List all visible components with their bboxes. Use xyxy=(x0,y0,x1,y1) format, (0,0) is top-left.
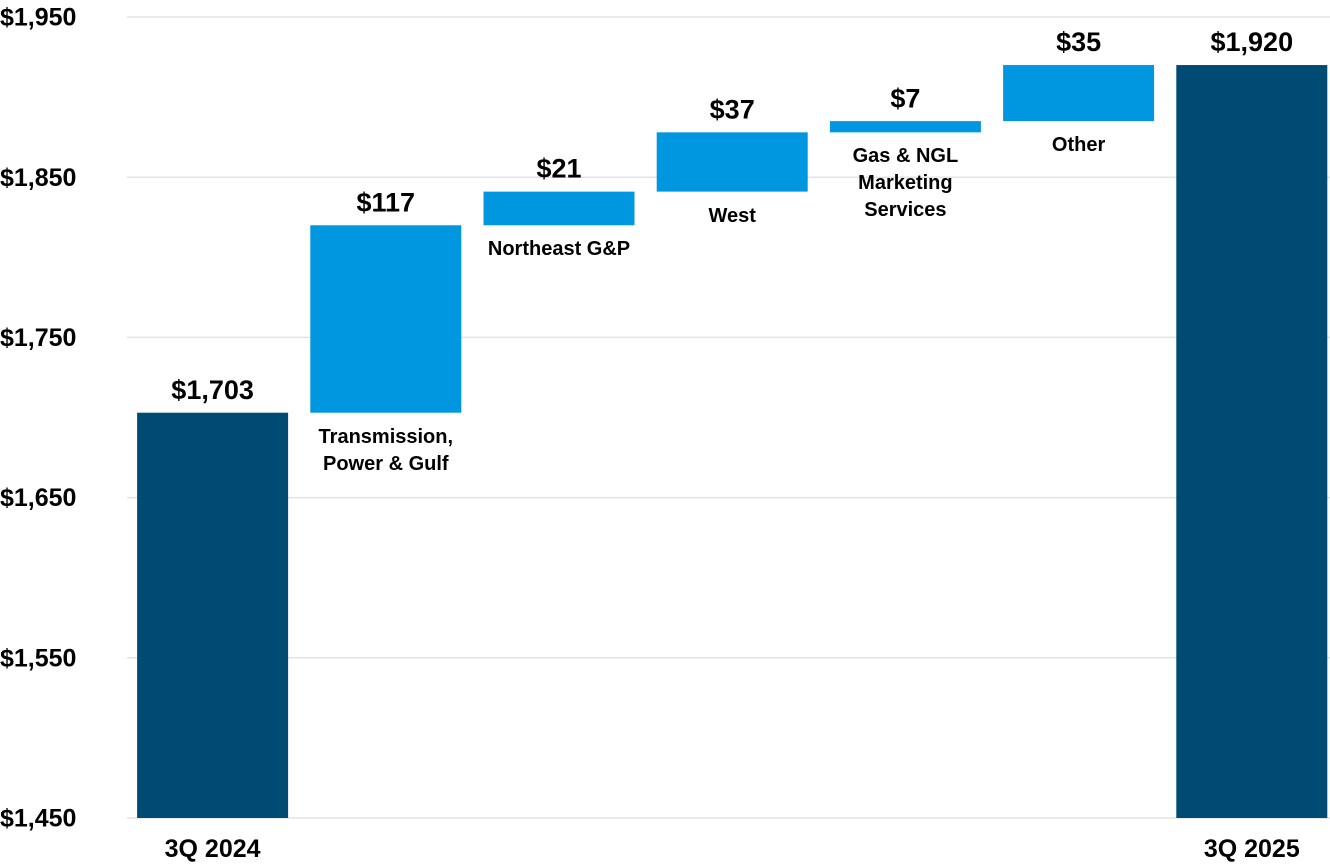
category-label: 3Q 2024 xyxy=(164,835,261,863)
bar xyxy=(1176,65,1328,818)
y-tick-label: $1,950 xyxy=(0,4,76,32)
value-label: $1,703 xyxy=(171,375,254,405)
bar xyxy=(137,412,289,818)
y-tick-label: $1,750 xyxy=(0,324,76,352)
value-label: $35 xyxy=(1056,27,1101,57)
y-tick-label: $1,450 xyxy=(0,805,76,833)
bar xyxy=(829,121,981,133)
y-tick-label: $1,550 xyxy=(0,644,76,672)
category-label: Northeast G&P xyxy=(487,238,631,261)
value-label: $21 xyxy=(536,154,581,184)
bar xyxy=(483,191,635,226)
bar xyxy=(310,225,462,413)
category-label: Transmission, Power & Gulf xyxy=(318,425,454,475)
value-label: $7 xyxy=(890,83,920,113)
category-label: Other xyxy=(1051,134,1106,157)
category-label: West xyxy=(708,204,756,227)
category-label: Gas & NGL Marketing Services xyxy=(852,145,959,222)
y-tick-label: $1,650 xyxy=(0,484,76,512)
value-label: $117 xyxy=(357,187,416,217)
y-tick-label: $1,850 xyxy=(0,164,76,192)
value-label: $37 xyxy=(710,94,755,124)
bar xyxy=(1003,65,1155,122)
category-label: 3Q 2025 xyxy=(1203,835,1300,863)
value-label: $1,920 xyxy=(1211,27,1294,57)
bar xyxy=(656,132,808,192)
